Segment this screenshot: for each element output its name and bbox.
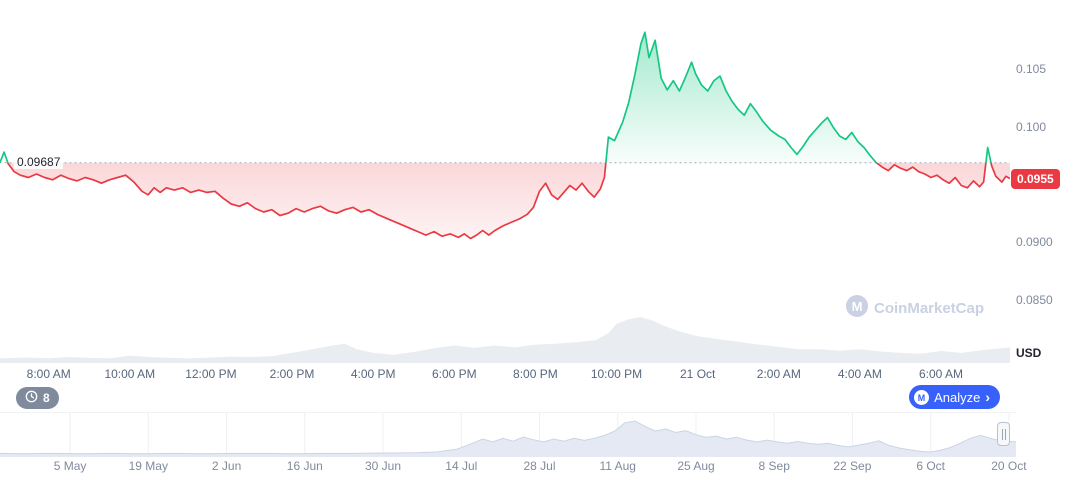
x-axis-label: 8:00 PM xyxy=(513,367,558,381)
svg-text:M: M xyxy=(918,392,925,402)
coinmarketcap-logo-icon: M xyxy=(846,295,868,321)
navigator-date-label: 30 Jun xyxy=(364,459,402,473)
navigator-handle[interactable] xyxy=(997,422,1010,446)
y-axis-label: 0.0850 xyxy=(1016,292,1053,307)
navigator-date-label: 2 Jun xyxy=(211,459,242,473)
svg-text:M: M xyxy=(852,299,863,314)
y-axis-label: 0.105 xyxy=(1016,62,1047,77)
navigator-area xyxy=(0,421,1016,457)
price-area-down xyxy=(7,162,1010,239)
navigator-date-label: 16 Jun xyxy=(286,459,323,473)
navigator-date-label: 20 Oct xyxy=(991,459,1027,473)
analyze-button[interactable]: M Analyze › xyxy=(909,385,1000,409)
x-axis-label: 8:00 AM xyxy=(26,367,71,381)
price-area-up xyxy=(0,32,1010,163)
price-chart[interactable] xyxy=(0,0,1010,363)
navigator-dates: 5 May 19 May 2 Jun 16 Jun 30 Jun 14 Jul 28 Jul… xyxy=(0,459,1027,473)
navigator-area-line xyxy=(0,420,1017,455)
navigator-date-label: 11 Aug xyxy=(599,459,636,473)
coinmarketcap-logo-icon: M xyxy=(914,389,930,405)
price-line-down xyxy=(0,162,1010,240)
navigator-date-label: 5 May xyxy=(53,459,87,473)
x-axis: 8:00 AM 10:00 AM 12:00 PM 2:00 PM 4:00 PM 6:0… xyxy=(0,367,1010,383)
x-axis-label: 12:00 PM xyxy=(185,367,237,381)
navigator-date-label: 19 May xyxy=(128,459,168,473)
navigator-date-label: 25 Aug xyxy=(677,459,715,473)
x-axis-label: 6:00 AM xyxy=(918,367,964,381)
history-badge[interactable]: 8 xyxy=(16,387,59,409)
navigator-date-label: 14 Jul xyxy=(445,459,478,473)
y-axis-label: 0.100 xyxy=(1016,119,1047,134)
x-axis-label: 2:00 AM xyxy=(756,367,801,381)
baseline-price-label: 0.09687 xyxy=(14,154,64,169)
y-axis-label: 0.0900 xyxy=(1016,235,1053,249)
x-axis-label: 21 Oct xyxy=(680,367,716,381)
clock-icon xyxy=(25,390,38,406)
x-axis-label: 6:00 PM xyxy=(431,367,477,381)
navigator-date-label: 22 Sep xyxy=(833,459,872,473)
x-axis-label: 4:00 AM xyxy=(837,367,882,381)
navigator-date-label: 6 Oct xyxy=(916,459,946,473)
y-axis: 0.105 0.100 0.0900 0.0850 xyxy=(1016,0,1072,363)
chevron-right-icon: › xyxy=(985,389,990,405)
x-axis-label: 2:00 PM xyxy=(269,367,315,381)
current-price-badge: 0.0955 xyxy=(1011,168,1060,189)
watermark: M CoinMarketCap xyxy=(846,295,984,321)
navigator-date-label: 28 Jul xyxy=(523,459,556,473)
navigator-date-label: 8 Sep xyxy=(758,459,790,473)
range-navigator[interactable] xyxy=(0,412,1017,457)
analyze-label: Analyze xyxy=(934,389,981,405)
history-count: 8 xyxy=(43,391,50,405)
navigator-chart[interactable] xyxy=(0,413,1017,457)
watermark-text: CoinMarketCap xyxy=(874,299,985,317)
y-axis-unit-label: USD xyxy=(1016,346,1042,360)
x-axis-label: 10:00 PM xyxy=(590,367,643,381)
x-axis-label: 4:00 PM xyxy=(350,367,396,381)
price-line-up xyxy=(0,31,992,163)
x-axis-label: 10:00 AM xyxy=(104,367,156,381)
volume-area xyxy=(0,317,1010,363)
